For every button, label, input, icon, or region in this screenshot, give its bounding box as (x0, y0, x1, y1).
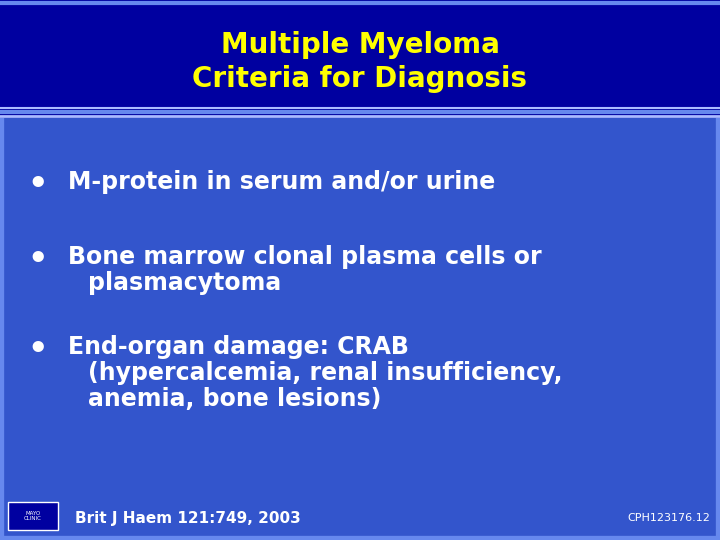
Bar (8, 502, 58, 530)
Text: plasmacytoma: plasmacytoma (88, 271, 282, 295)
Text: Multiple Myeloma: Multiple Myeloma (220, 31, 500, 59)
Text: •: • (28, 245, 48, 276)
Text: MAYO
CLINIC: MAYO CLINIC (24, 511, 42, 522)
Text: (hypercalcemia, renal insufficiency,: (hypercalcemia, renal insufficiency, (88, 361, 562, 385)
Text: Brit J Haem 121:749, 2003: Brit J Haem 121:749, 2003 (75, 510, 301, 525)
Text: Criteria for Diagnosis: Criteria for Diagnosis (192, 65, 528, 93)
Text: •: • (28, 335, 48, 366)
Text: anemia, bone lesions): anemia, bone lesions) (88, 387, 382, 411)
Bar (0, 0, 720, 118)
Text: •: • (28, 170, 48, 201)
Text: M-protein in serum and/or urine: M-protein in serum and/or urine (68, 170, 495, 194)
Text: End-organ damage: CRAB: End-organ damage: CRAB (68, 335, 409, 359)
Text: CPH123176.12: CPH123176.12 (627, 513, 710, 523)
Text: Bone marrow clonal plasma cells or: Bone marrow clonal plasma cells or (68, 245, 541, 269)
